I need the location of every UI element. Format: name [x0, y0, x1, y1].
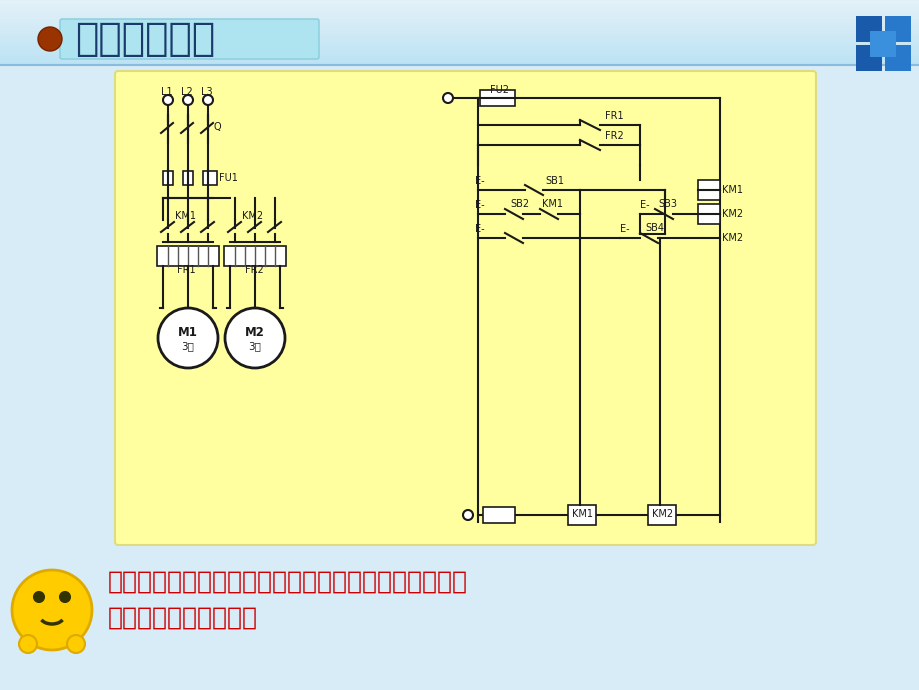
Text: L2: L2 — [181, 87, 193, 97]
Circle shape — [443, 93, 452, 103]
Text: Q: Q — [214, 122, 221, 132]
Text: KM1: KM1 — [572, 509, 593, 519]
Text: 3～: 3～ — [181, 341, 194, 351]
Text: FU1: FU1 — [219, 173, 238, 183]
Text: KM2: KM2 — [652, 509, 673, 519]
Circle shape — [183, 95, 193, 105]
Bar — [698, 204, 720, 224]
Text: 启动电机控制线路里。: 启动电机控制线路里。 — [108, 606, 257, 630]
Text: SB3: SB3 — [657, 199, 676, 209]
Circle shape — [225, 308, 285, 368]
Bar — [482, 507, 515, 523]
Text: KM1: KM1 — [541, 199, 562, 209]
Text: 顺序控制之一: 顺序控制之一 — [75, 20, 215, 58]
Circle shape — [38, 27, 62, 51]
Text: E-: E- — [474, 200, 484, 210]
Circle shape — [60, 592, 70, 602]
Bar — [884, 45, 910, 71]
Circle shape — [158, 308, 218, 368]
Circle shape — [19, 635, 37, 653]
Bar — [855, 16, 881, 42]
Text: L1: L1 — [161, 87, 173, 97]
Circle shape — [163, 95, 173, 105]
Text: FR2: FR2 — [244, 265, 264, 275]
Bar — [855, 45, 881, 71]
Text: KM1: KM1 — [721, 185, 743, 195]
Text: SB4: SB4 — [644, 223, 664, 233]
Bar — [183, 171, 193, 185]
Text: 3～: 3～ — [248, 341, 261, 351]
Circle shape — [34, 592, 44, 602]
Text: KM2: KM2 — [721, 233, 743, 243]
Circle shape — [12, 570, 92, 650]
Text: FR1: FR1 — [176, 265, 196, 275]
Text: KM2: KM2 — [242, 211, 263, 221]
FancyBboxPatch shape — [115, 71, 815, 545]
Text: L3: L3 — [200, 87, 212, 97]
Text: 顺序启动原则：将先启动电机的辅助常开触点串联到后: 顺序启动原则：将先启动电机的辅助常开触点串联到后 — [108, 570, 468, 594]
Text: SB2: SB2 — [509, 199, 528, 209]
Text: M1: M1 — [178, 326, 198, 339]
Bar — [698, 180, 720, 200]
Circle shape — [203, 95, 213, 105]
Text: E-: E- — [474, 224, 484, 234]
Text: FU2: FU2 — [490, 85, 508, 95]
Bar — [223, 246, 286, 266]
Bar — [163, 171, 173, 185]
Bar — [869, 31, 895, 57]
Text: FR2: FR2 — [605, 131, 623, 141]
Bar — [647, 505, 675, 525]
Bar — [480, 90, 515, 106]
Bar — [884, 16, 910, 42]
Text: KM1: KM1 — [175, 211, 196, 221]
Bar — [0, 542, 919, 690]
Text: E-: E- — [619, 224, 629, 234]
Circle shape — [67, 635, 85, 653]
Bar — [157, 246, 219, 266]
FancyBboxPatch shape — [60, 19, 319, 59]
Text: E-: E- — [474, 176, 484, 186]
Bar — [203, 171, 217, 185]
Text: FR1: FR1 — [605, 111, 623, 121]
Text: E-: E- — [640, 200, 649, 210]
Bar — [567, 505, 596, 525]
Circle shape — [462, 510, 472, 520]
Text: M2: M2 — [244, 326, 265, 339]
Text: KM2: KM2 — [721, 209, 743, 219]
Text: SB1: SB1 — [544, 176, 563, 186]
